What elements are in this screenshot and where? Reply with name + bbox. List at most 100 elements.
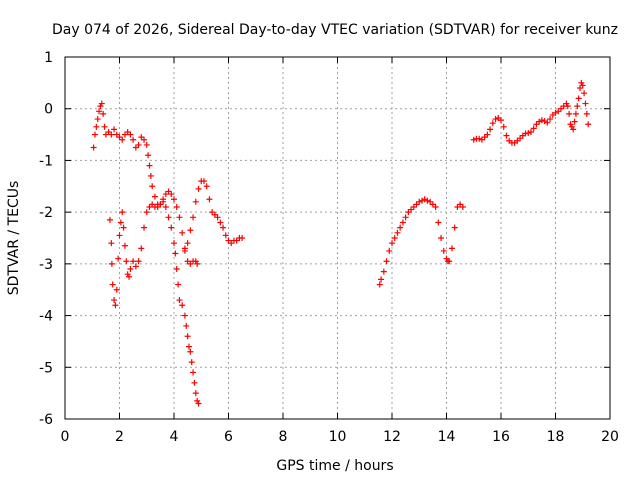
data-point	[574, 103, 581, 110]
data-point	[203, 183, 210, 190]
data-point	[432, 203, 439, 210]
x-tick-labels: 0 2 4 6 8 10 12 14 16 18 20	[61, 429, 619, 445]
data-point	[184, 240, 191, 247]
data-point	[179, 302, 186, 309]
x-tick-label: 10	[329, 429, 347, 445]
data-point	[135, 258, 142, 265]
data-point	[168, 224, 175, 231]
data-point	[175, 281, 182, 288]
data-point	[579, 82, 586, 89]
x-tick-label: 20	[601, 429, 619, 445]
data-point	[190, 369, 197, 376]
data-point	[115, 255, 122, 262]
data-point	[570, 126, 577, 133]
data-point	[130, 258, 137, 265]
data-point	[173, 203, 180, 210]
data-point	[386, 247, 393, 254]
data-point	[165, 214, 172, 221]
series-track-c	[181, 178, 246, 254]
data-point	[190, 214, 197, 221]
data-point	[448, 245, 455, 252]
data-point	[108, 131, 115, 138]
data-point	[446, 258, 453, 265]
data-point	[157, 201, 164, 208]
data-point	[171, 196, 177, 203]
data-point	[200, 178, 207, 185]
data-point	[206, 196, 213, 203]
x-tick-label: 4	[170, 429, 179, 445]
data-point	[380, 268, 387, 275]
data-point	[220, 224, 227, 231]
series-track-a	[90, 100, 202, 407]
data-point	[187, 348, 194, 355]
data-point	[179, 229, 186, 236]
data-point	[130, 136, 137, 143]
x-tick-label: 8	[279, 429, 288, 445]
x-tick-label: 16	[492, 429, 510, 445]
data-point	[195, 185, 202, 192]
data-point	[143, 209, 150, 216]
data-point	[100, 110, 107, 117]
data-point	[181, 312, 188, 319]
data-point	[525, 130, 532, 137]
y-tick-label: -4	[39, 309, 53, 325]
y-tick-label: -6	[39, 412, 53, 428]
data-point	[119, 209, 126, 216]
x-axis-label: GPS time / hours	[276, 458, 393, 474]
data-point	[239, 235, 246, 241]
data-point	[402, 214, 409, 221]
data-point	[184, 333, 191, 340]
y-tick-label: 1	[44, 50, 53, 66]
data-point	[538, 117, 545, 124]
data-point	[399, 219, 406, 226]
data-point	[109, 281, 116, 288]
data-point	[176, 297, 183, 304]
data-point	[135, 141, 142, 148]
data-point	[138, 245, 145, 252]
data-point	[583, 110, 590, 117]
data-point	[489, 120, 496, 127]
data-point	[113, 286, 120, 293]
data-point	[194, 260, 201, 267]
data-point	[141, 224, 148, 231]
y-axis-label: SDTVAR / TECUs	[6, 181, 22, 296]
data-point	[544, 119, 551, 126]
y-tick-label: -3	[39, 257, 53, 273]
data-point	[176, 214, 183, 221]
y-tick-labels: -6 -5 -4 -3 -2 -1 0 1	[39, 50, 53, 428]
data-point	[127, 266, 134, 273]
data-point	[582, 100, 589, 107]
data-point	[424, 197, 431, 204]
data-point	[132, 263, 139, 270]
data-point	[112, 302, 119, 309]
data-point	[185, 343, 192, 350]
data-point	[96, 108, 103, 115]
data-point	[195, 400, 202, 407]
data-point	[575, 95, 582, 102]
data-point	[108, 240, 115, 247]
data-point	[564, 103, 571, 110]
data-point	[378, 276, 385, 283]
data-point	[503, 132, 510, 139]
x-tick-label: 2	[115, 429, 124, 445]
data-point	[581, 90, 588, 97]
chart-title: Day 074 of 2026, Sidereal Day-to-day VTE…	[52, 22, 618, 38]
data-point	[98, 100, 105, 107]
y-tick-label: 0	[44, 102, 53, 118]
data-point	[160, 196, 167, 203]
data-point	[94, 116, 101, 123]
data-point	[459, 203, 466, 210]
data-point	[168, 191, 175, 198]
data-point	[108, 260, 115, 267]
data-point	[191, 379, 198, 386]
data-point	[121, 242, 128, 249]
data-point	[192, 198, 199, 205]
data-point	[93, 123, 100, 130]
data-point	[145, 152, 152, 159]
data-point	[566, 110, 573, 117]
data-point	[492, 116, 499, 123]
data-point	[183, 322, 190, 329]
data-point	[119, 136, 126, 143]
data-point	[416, 198, 423, 205]
data-point	[498, 117, 504, 124]
